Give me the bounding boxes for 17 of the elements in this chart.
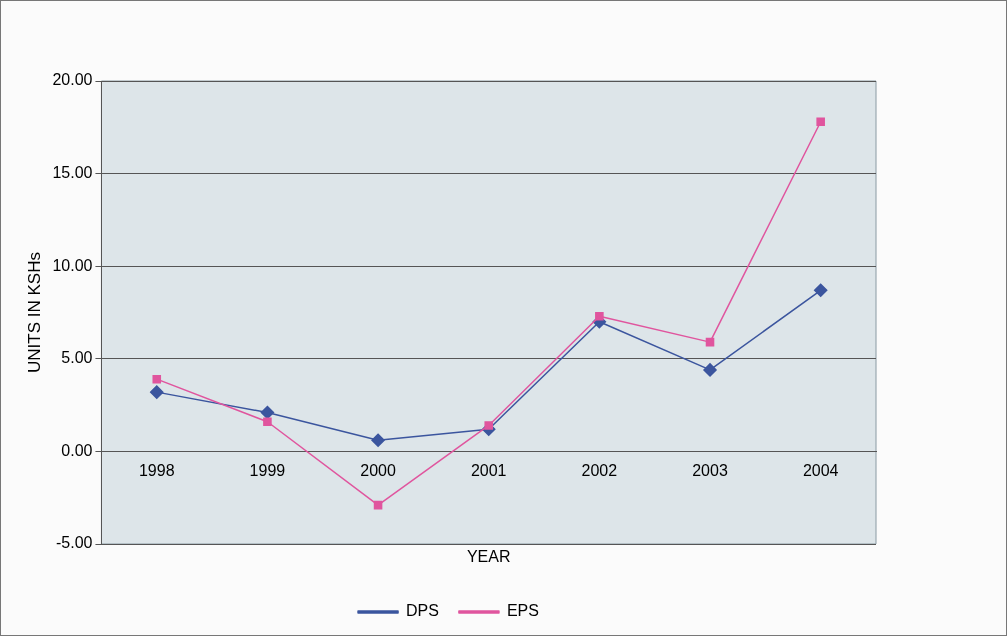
x-tick-label: 2000 [360,462,396,480]
y-tick-label: 10.00 [52,256,93,274]
y-tick-label: -5.00 [55,534,93,552]
x-axis-title: YEAR [466,548,511,566]
y-tick-label: 5.00 [61,349,93,367]
x-tick-label: 1999 [249,462,286,480]
y-tick-label: 0.00 [61,441,93,459]
x-tick-label: 2002 [581,462,618,480]
x-tick-label: 2003 [692,462,728,480]
x-tick-label: 2004 [802,462,839,480]
x-tick-label: 2001 [470,462,507,480]
y-tick-label: 15.00 [52,164,93,182]
y-axis-title: UNITS IN KSHs [24,252,44,373]
legend-label: EPS [506,602,539,620]
y-tick-label: 20.00 [52,71,93,89]
x-tick-label: 1998 [138,462,175,480]
legend-label: DPS [406,602,439,620]
